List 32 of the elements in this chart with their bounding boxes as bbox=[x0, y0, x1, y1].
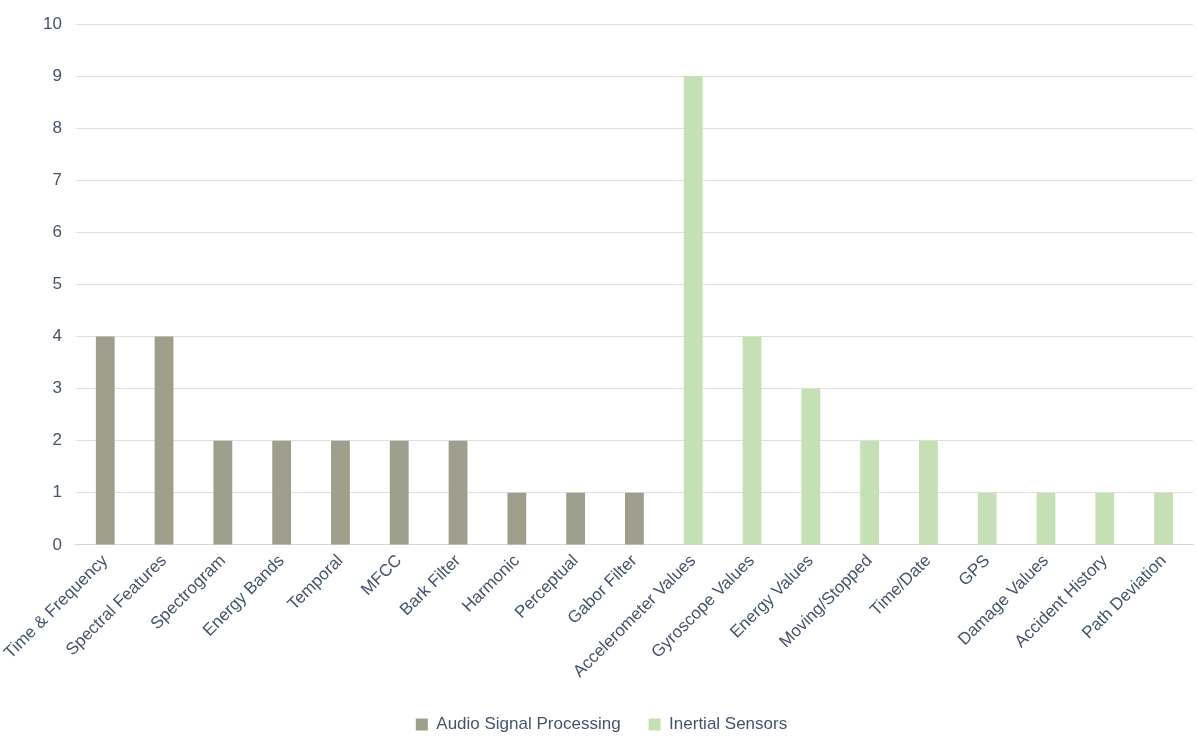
y-tick-label: 4 bbox=[52, 326, 62, 346]
y-tick-label: 5 bbox=[52, 274, 62, 294]
bar bbox=[683, 76, 703, 545]
bar bbox=[213, 440, 233, 545]
bar bbox=[1095, 492, 1115, 545]
y-tick-label: 7 bbox=[52, 170, 62, 190]
bar bbox=[272, 440, 292, 545]
bar bbox=[154, 336, 174, 545]
bar bbox=[331, 440, 350, 545]
y-tick-label: 1 bbox=[52, 482, 62, 502]
y-tick-label: 2 bbox=[52, 430, 62, 450]
bar bbox=[448, 440, 468, 545]
legend-label: Audio Signal Processing bbox=[436, 714, 621, 734]
y-tick-label: 10 bbox=[42, 13, 62, 33]
y-tick-label: 0 bbox=[52, 534, 62, 554]
bar bbox=[566, 492, 586, 545]
bar bbox=[95, 336, 115, 545]
bar bbox=[860, 440, 880, 545]
bar bbox=[389, 440, 409, 545]
y-tick-label: 8 bbox=[52, 118, 62, 138]
bar bbox=[1036, 492, 1056, 545]
y-tick-label: 6 bbox=[52, 222, 62, 242]
y-tick-label: 9 bbox=[52, 65, 62, 85]
legend-label: Inertial Sensors bbox=[669, 714, 788, 734]
bar bbox=[1154, 492, 1174, 545]
y-tick-label: 3 bbox=[52, 378, 62, 398]
bar bbox=[742, 336, 762, 545]
bar bbox=[507, 492, 527, 545]
bar bbox=[801, 388, 821, 545]
bar bbox=[625, 492, 644, 545]
bar bbox=[977, 492, 997, 545]
bar bbox=[919, 440, 938, 545]
